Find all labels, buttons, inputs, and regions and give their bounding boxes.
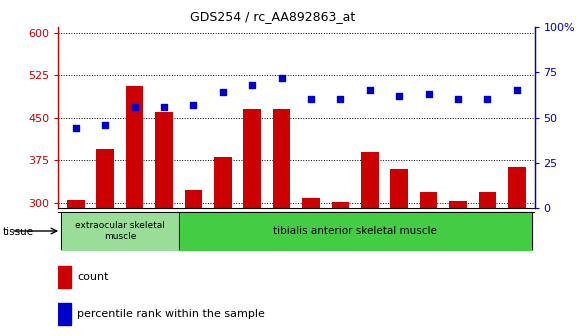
- Text: tibialis anterior skeletal muscle: tibialis anterior skeletal muscle: [273, 226, 437, 236]
- Point: [101, 122, 110, 128]
- Point: [159, 104, 168, 110]
- Title: GDS254 / rc_AA892863_at: GDS254 / rc_AA892863_at: [190, 10, 355, 23]
- Bar: [67, 200, 85, 208]
- Bar: [508, 167, 526, 208]
- Point: [483, 97, 492, 102]
- Bar: [155, 112, 173, 208]
- Bar: [273, 109, 290, 208]
- Bar: [61, 212, 179, 250]
- Bar: [179, 212, 532, 250]
- Bar: [332, 202, 349, 208]
- Bar: [390, 169, 408, 208]
- Point: [365, 88, 375, 93]
- Point: [218, 89, 227, 95]
- Bar: [302, 198, 320, 208]
- Text: tissue: tissue: [3, 227, 34, 237]
- Bar: [214, 157, 232, 208]
- Bar: [420, 193, 437, 208]
- Point: [336, 97, 345, 102]
- Bar: [243, 109, 261, 208]
- Bar: [479, 193, 496, 208]
- Point: [130, 104, 139, 110]
- Point: [189, 102, 198, 108]
- Point: [424, 91, 433, 97]
- Text: count: count: [77, 272, 109, 282]
- Bar: [125, 86, 144, 208]
- Bar: [58, 266, 71, 288]
- Point: [306, 97, 315, 102]
- Text: extraocular skeletal
muscle: extraocular skeletal muscle: [75, 221, 165, 241]
- Point: [453, 97, 462, 102]
- Point: [248, 82, 257, 88]
- Bar: [185, 190, 202, 208]
- Point: [394, 93, 404, 98]
- Point: [277, 75, 286, 80]
- Bar: [58, 303, 71, 325]
- Point: [71, 126, 80, 131]
- Point: [512, 88, 522, 93]
- Bar: [449, 201, 467, 208]
- Text: percentile rank within the sample: percentile rank within the sample: [77, 309, 265, 319]
- Bar: [361, 152, 379, 208]
- Bar: [96, 149, 114, 208]
